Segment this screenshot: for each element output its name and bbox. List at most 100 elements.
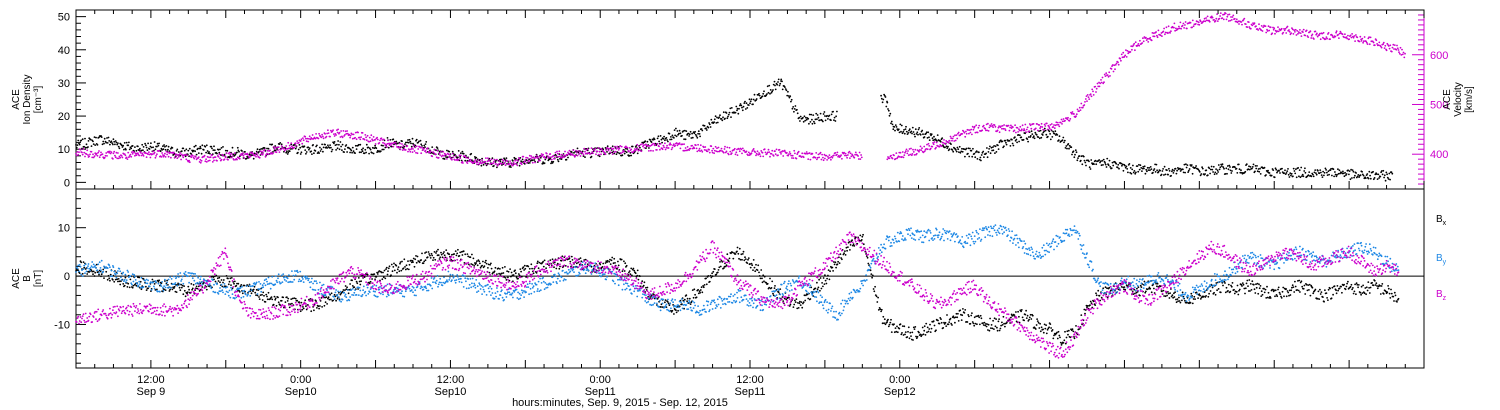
velocity-point bbox=[844, 154, 846, 157]
density-point bbox=[1155, 163, 1158, 166]
density-point bbox=[308, 148, 310, 151]
density-point bbox=[1344, 171, 1346, 174]
b-bx-point bbox=[741, 253, 744, 255]
velocity-point bbox=[349, 134, 352, 137]
density-point bbox=[1198, 171, 1201, 173]
velocity-point bbox=[218, 153, 221, 156]
velocity-point bbox=[619, 145, 622, 147]
velocity-point bbox=[392, 145, 395, 148]
b-bx-point bbox=[270, 296, 273, 298]
b-bx-point bbox=[345, 288, 348, 291]
b-bx-point bbox=[92, 273, 94, 276]
density-point bbox=[446, 149, 448, 152]
density-point bbox=[630, 154, 633, 157]
velocity-point bbox=[632, 151, 635, 153]
density-point bbox=[552, 160, 555, 163]
velocity-point bbox=[614, 150, 617, 153]
b-bx-point bbox=[612, 262, 615, 265]
velocity-point bbox=[1290, 32, 1293, 34]
velocity-point bbox=[305, 137, 307, 140]
velocity-point bbox=[976, 131, 979, 134]
b-bx-point bbox=[880, 308, 883, 311]
density-point bbox=[164, 145, 166, 148]
density-point bbox=[1214, 171, 1217, 174]
b-bx-point bbox=[754, 270, 757, 273]
b-bx-point bbox=[461, 254, 464, 256]
velocity-point bbox=[1304, 34, 1307, 37]
velocity-point bbox=[747, 154, 749, 157]
density-point bbox=[1011, 138, 1013, 141]
velocity-point bbox=[502, 159, 505, 162]
density-point bbox=[338, 148, 341, 151]
velocity-point bbox=[1208, 20, 1211, 23]
velocity-point bbox=[1203, 17, 1206, 20]
density-point bbox=[285, 151, 288, 154]
velocity-point bbox=[653, 142, 655, 145]
velocity-point bbox=[75, 154, 78, 157]
density-point bbox=[1349, 178, 1352, 181]
density-point bbox=[360, 148, 363, 151]
density-point bbox=[423, 144, 426, 147]
density-point bbox=[781, 88, 784, 91]
velocity-point bbox=[513, 163, 516, 166]
b-bx-point bbox=[816, 288, 819, 291]
velocity-point bbox=[1057, 123, 1060, 126]
velocity-point bbox=[100, 151, 102, 154]
velocity-point bbox=[1329, 38, 1331, 40]
b-bx-point bbox=[210, 275, 213, 278]
velocity-point bbox=[207, 160, 210, 162]
density-point bbox=[1110, 167, 1113, 170]
b-bx-point bbox=[719, 265, 722, 268]
velocity-point bbox=[277, 146, 280, 149]
velocity-point bbox=[412, 144, 415, 147]
density-point bbox=[967, 147, 970, 150]
density-point bbox=[85, 143, 88, 146]
velocity-point bbox=[610, 147, 613, 150]
density-point bbox=[710, 118, 713, 121]
velocity-point bbox=[318, 132, 320, 135]
velocity-point bbox=[1288, 30, 1291, 33]
b-bx-point bbox=[266, 298, 269, 301]
velocity-point bbox=[208, 156, 211, 159]
density-point bbox=[1217, 171, 1219, 173]
velocity-point bbox=[763, 148, 766, 151]
density-point bbox=[1376, 178, 1379, 181]
velocity-point bbox=[409, 150, 412, 153]
density-point bbox=[162, 148, 165, 151]
density-point bbox=[1001, 140, 1004, 143]
b-bx-point bbox=[421, 252, 423, 255]
density-point bbox=[89, 138, 92, 141]
velocity-point bbox=[1390, 50, 1393, 53]
density-point bbox=[644, 140, 647, 143]
b-bx-point bbox=[838, 262, 841, 264]
b-bx-point bbox=[425, 251, 428, 254]
velocity-point bbox=[918, 150, 920, 153]
density-point bbox=[1268, 172, 1271, 174]
b-bx-point bbox=[656, 298, 659, 300]
density-point bbox=[722, 111, 725, 114]
b-bx-point bbox=[131, 286, 134, 289]
b-bx-point bbox=[760, 269, 763, 271]
velocity-point bbox=[308, 135, 311, 138]
b-bx-point bbox=[827, 274, 829, 277]
b-bx-point bbox=[313, 309, 315, 312]
velocity-point bbox=[768, 151, 771, 154]
b-bx-point bbox=[445, 249, 448, 252]
velocity-point bbox=[1178, 25, 1180, 28]
velocity-point bbox=[357, 131, 359, 134]
velocity-point bbox=[277, 149, 279, 152]
density-point bbox=[1252, 163, 1255, 166]
density-point bbox=[811, 122, 814, 125]
density-point bbox=[216, 152, 218, 155]
velocity-point bbox=[745, 150, 748, 153]
density-point bbox=[666, 139, 668, 141]
velocity-axis-label: ACE bbox=[1442, 89, 1453, 110]
velocity-point bbox=[791, 154, 794, 157]
density-point bbox=[1140, 167, 1143, 169]
velocity-point bbox=[1083, 104, 1086, 106]
density-point bbox=[1027, 140, 1029, 143]
b-bx-point bbox=[528, 267, 531, 270]
density-point bbox=[396, 142, 399, 145]
b-bx-point bbox=[860, 239, 863, 241]
b-bx-point bbox=[641, 280, 644, 283]
